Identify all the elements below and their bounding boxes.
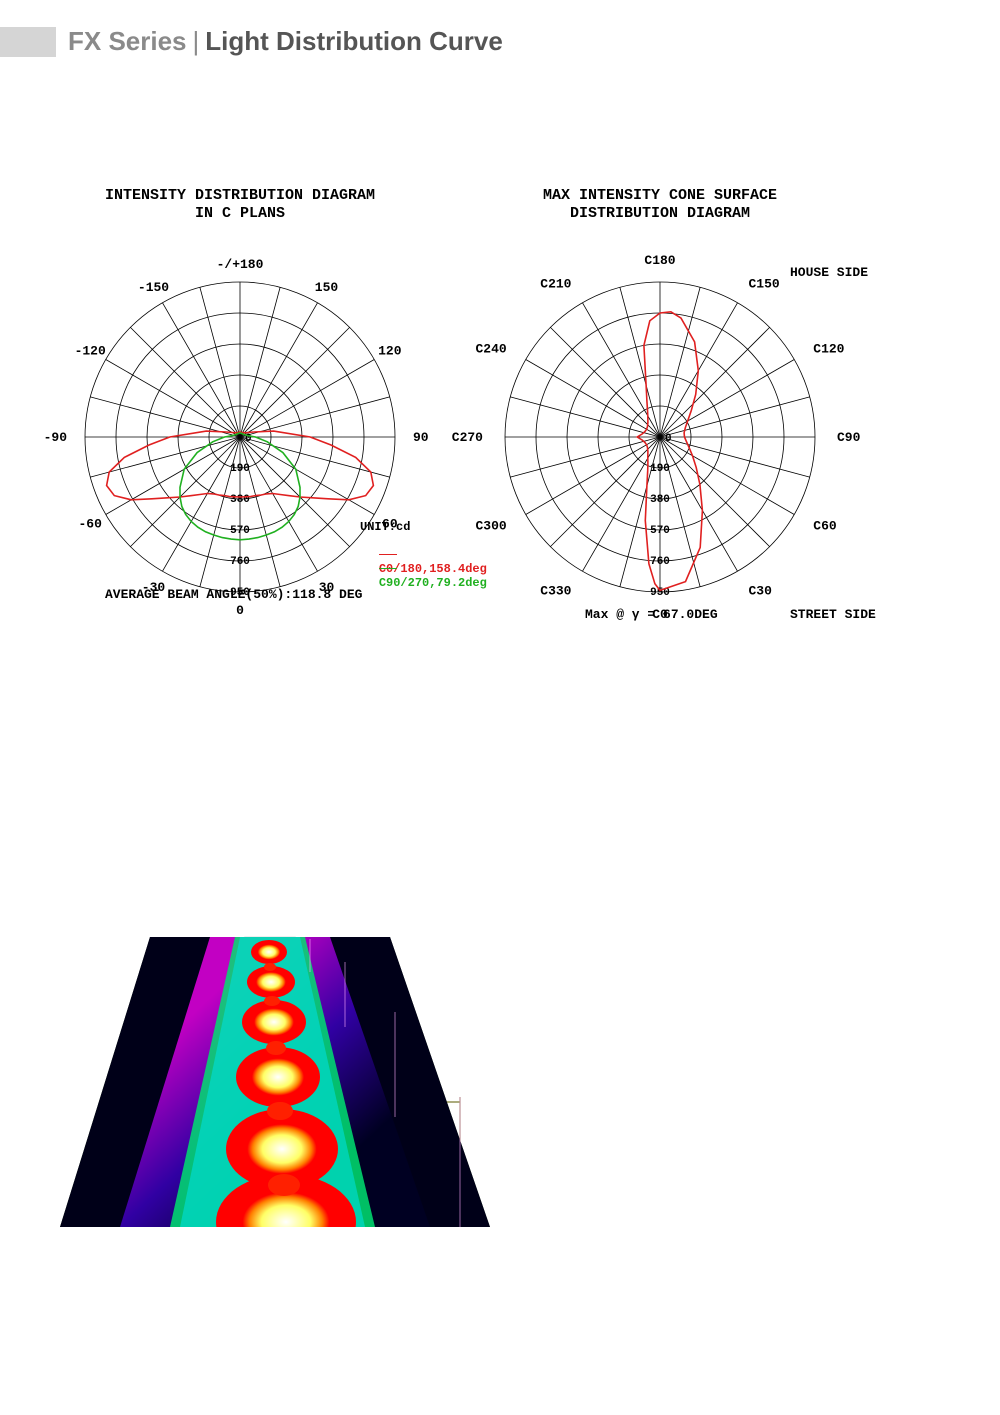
svg-text:C30: C30 (749, 583, 773, 598)
svg-text:-150: -150 (138, 280, 169, 295)
svg-text:760: 760 (230, 556, 250, 568)
header-title: Light Distribution Curve (205, 26, 503, 56)
svg-text:760: 760 (650, 556, 670, 568)
svg-text:150: 150 (315, 280, 339, 295)
svg-text:C90: C90 (837, 430, 861, 445)
polarA-title1: INTENSITY DISTRIBUTION DIAGRAM (90, 187, 390, 204)
svg-text:0: 0 (236, 603, 244, 618)
polarB-footer: Max @ γ = 67.0DEG (585, 607, 718, 622)
svg-text:C120: C120 (813, 342, 844, 357)
svg-text:-120: -120 (75, 344, 106, 359)
header-series: FX Series (68, 26, 187, 56)
svg-text:C330: C330 (540, 583, 571, 598)
svg-text:570: 570 (230, 525, 250, 537)
polarA-footer: AVERAGE BEAM ANGLE(50%):118.8 DEG (105, 587, 362, 602)
svg-text:C210: C210 (540, 277, 571, 292)
svg-text:C270: C270 (452, 430, 483, 445)
heatmap-render (60, 927, 490, 1227)
polarA-legend2-label: C90/270,79.2deg (379, 576, 487, 590)
polarA-unit: UNIT:cd (360, 520, 410, 534)
svg-text:380: 380 (650, 494, 670, 506)
svg-text:-60: -60 (78, 517, 102, 532)
polarA-legend2: C90/270,79.2deg (350, 548, 487, 604)
header-separator: | (187, 26, 206, 56)
svg-text:-90: -90 (44, 430, 68, 445)
svg-text:C60: C60 (813, 519, 837, 534)
svg-text:90: 90 (413, 430, 429, 445)
polarB-house-side: HOUSE SIDE (790, 265, 868, 280)
svg-text:C150: C150 (749, 277, 780, 292)
polarA-title2: IN C PLANS (90, 205, 390, 222)
page-header: FX Series | Light Distribution Curve (0, 0, 1000, 57)
svg-text:190: 190 (230, 463, 250, 475)
polarB-street-side: STREET SIDE (790, 607, 876, 622)
svg-text:C300: C300 (475, 519, 506, 534)
polarB-title1: MAX INTENSITY CONE SURFACE (510, 187, 810, 204)
polarB-title2: DISTRIBUTION DIAGRAM (510, 205, 810, 222)
polarA-chart: 19038057076095000306090120150-/+180-150-… (20, 227, 460, 707)
svg-text:C240: C240 (475, 342, 506, 357)
svg-text:380: 380 (230, 494, 250, 506)
svg-text:190: 190 (650, 463, 670, 475)
svg-text:-/+180: -/+180 (217, 257, 264, 272)
render-row (0, 807, 1000, 927)
header-accent-block (0, 27, 56, 57)
polarB-chart: 1903805707609500C0C30C60C90C120C150C180C… (440, 227, 880, 707)
svg-text:120: 120 (378, 344, 402, 359)
svg-text:570: 570 (650, 525, 670, 537)
header-text: FX Series | Light Distribution Curve (68, 26, 503, 57)
svg-text:C180: C180 (644, 253, 675, 268)
diagram-row: INTENSITY DISTRIBUTION DIAGRAM IN C PLAN… (0, 187, 1000, 807)
svg-text:0: 0 (665, 433, 672, 445)
